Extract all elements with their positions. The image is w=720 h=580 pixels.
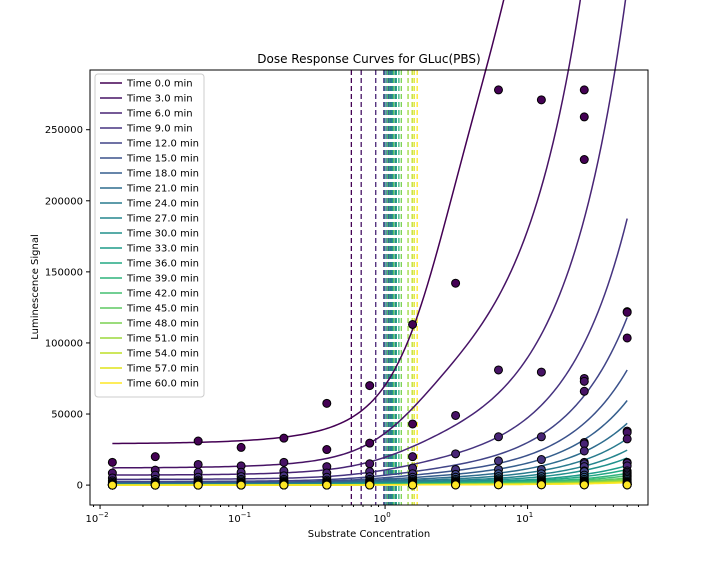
data-point [579,155,589,165]
y-axis: 0 50000 100000 150000 200000 250000 [45,125,90,492]
legend-label: Time 3.0 min [126,94,193,105]
y-tick-label: 250000 [45,125,83,136]
data-point [622,480,632,490]
y-tick-label: 50000 [51,410,83,421]
plot-frame [89,69,649,506]
y-axis-label: Luminescence Signal [30,234,41,340]
x-tick-label: 10−2 [86,511,109,525]
data-point-layer [107,85,632,490]
legend-label: Time 57.0 min [126,364,199,375]
data-point [493,456,503,466]
legend-label: Time 0.0 min [126,79,193,90]
legend-label: Time 12.0 min [126,139,199,150]
data-point [622,333,632,343]
legend-box [94,73,205,398]
data-point [279,480,289,490]
data-point [579,446,589,456]
legend-label: Time 27.0 min [126,214,199,225]
legend-label: Time 30.0 min [126,229,199,240]
legend-label: Time 48.0 min [126,319,199,330]
x-tick-label: 101 [516,511,533,525]
data-point [279,433,289,443]
data-point [493,85,503,95]
data-point [193,480,203,490]
data-point [107,480,117,490]
data-point [536,432,546,442]
legend-label: Time 51.0 min [126,334,199,345]
legend-label: Time 42.0 min [126,289,199,300]
data-point [365,459,375,469]
legend-label: Time 60.0 min [126,379,199,390]
data-point [579,480,589,490]
chart-title: Dose Response Curves for GLuc(PBS) [257,52,480,66]
data-point [579,386,589,396]
ec50-line-layer [350,70,418,505]
data-point [236,480,246,490]
data-point [322,480,332,490]
data-point [365,438,375,448]
data-point [622,307,632,317]
y-tick-label: 100000 [45,338,83,349]
data-point [536,455,546,465]
legend-label: Time 45.0 min [126,304,199,315]
legend-label: Time 24.0 min [126,199,199,210]
legend-label: Time 9.0 min [126,124,193,135]
data-point [536,367,546,377]
data-point [322,445,332,455]
data-point [451,410,461,420]
data-point [365,381,375,391]
data-point [451,480,461,490]
legend-label: Time 39.0 min [126,274,199,285]
data-point [150,452,160,462]
legend: Time 0.0 min Time 3.0 min Time 6.0 min Time… [94,73,205,398]
data-point [579,376,589,386]
data-point [493,480,503,490]
legend-label: Time 21.0 min [126,184,199,195]
data-point [322,398,332,408]
data-point [493,365,503,375]
data-point [579,112,589,122]
data-point [107,457,117,467]
data-point [536,480,546,490]
legend-label: Time 54.0 min [126,349,199,360]
data-point [236,442,246,452]
data-point [193,459,203,469]
legend-label: Time 15.0 min [126,154,199,165]
legend-label: Time 6.0 min [126,109,193,120]
legend-label: Time 18.0 min [126,169,199,180]
data-point [493,432,503,442]
data-point [579,85,589,95]
x-axis: 10−2 10−1 100 101 [86,505,639,525]
data-point [408,419,418,429]
y-tick-label: 150000 [45,267,83,278]
data-point [150,480,160,490]
x-tick-label: 10−1 [228,511,251,525]
x-axis-label: Substrate Concentration [308,529,430,540]
data-point [408,480,418,490]
data-point [451,278,461,288]
data-point [408,319,418,329]
data-point [451,449,461,459]
y-tick-label: 0 [77,481,83,492]
data-point [365,480,375,490]
legend-label: Time 36.0 min [126,259,199,270]
data-point [408,452,418,462]
data-point [622,434,632,444]
data-point [536,95,546,105]
x-tick-label: 100 [373,511,390,525]
legend-label: Time 33.0 min [126,244,199,255]
data-point [279,457,289,467]
data-point [193,436,203,446]
y-tick-label: 200000 [45,196,83,207]
